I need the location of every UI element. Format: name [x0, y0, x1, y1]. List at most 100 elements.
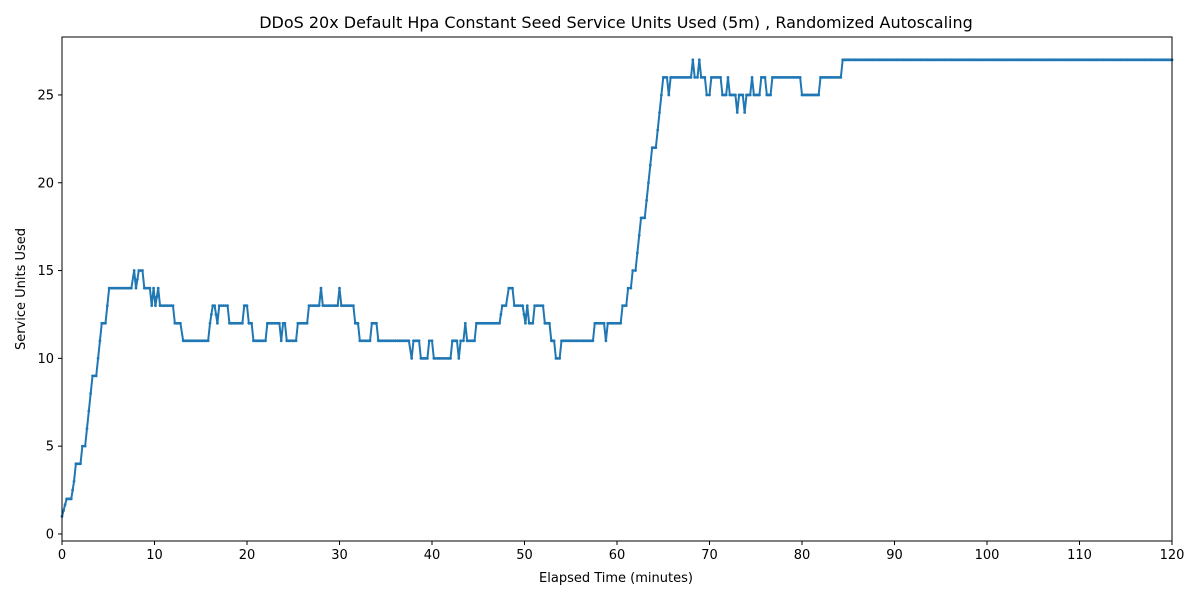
data-point — [798, 75, 802, 79]
data-point — [368, 339, 372, 343]
data-point — [132, 269, 136, 272]
data-point — [351, 304, 355, 308]
data-point — [517, 304, 520, 308]
data-point — [473, 339, 476, 343]
data-point — [498, 321, 501, 325]
data-point — [87, 409, 91, 413]
data-point — [645, 198, 648, 202]
plot-area: 0 10 20 30 40 50 60 70 80 90 100 110 120 0 5 10 15 20 25 — [37, 36, 1185, 563]
data-point — [375, 321, 378, 325]
data-point — [222, 304, 225, 308]
data-point — [410, 356, 414, 360]
data-point — [531, 321, 535, 325]
data-point — [519, 304, 522, 308]
data-point — [72, 479, 76, 483]
data-point — [726, 75, 730, 79]
x-tick-label: 100 — [975, 548, 1000, 563]
data-point — [648, 163, 652, 167]
data-point — [724, 93, 728, 97]
x-tick-label: 10 — [146, 548, 163, 563]
data-point — [535, 304, 539, 308]
data-point — [741, 93, 745, 97]
data-point — [364, 339, 368, 343]
plot-frame — [61, 36, 1173, 542]
data-point — [693, 75, 697, 79]
data-point — [703, 75, 707, 79]
x-tick-label: 30 — [331, 548, 348, 563]
data-point — [697, 58, 701, 62]
data-point — [541, 304, 545, 308]
data-point — [264, 339, 267, 343]
data-point — [504, 304, 508, 308]
data-point — [226, 304, 229, 308]
data-point — [98, 339, 102, 343]
data-point — [224, 304, 227, 308]
data-point — [522, 313, 526, 316]
data-point — [521, 304, 525, 308]
data-point — [155, 295, 159, 299]
data-point — [548, 321, 551, 325]
x-tick-label: 90 — [886, 548, 903, 563]
data-point — [104, 321, 107, 325]
x-tick-label: 110 — [1067, 548, 1092, 563]
y-tick-label: 15 — [37, 264, 54, 279]
data-point — [89, 392, 93, 395]
y-tick-label: 10 — [37, 352, 54, 367]
data-point — [734, 93, 737, 97]
data-point — [427, 339, 431, 343]
data-point — [356, 321, 360, 325]
data-point — [216, 321, 219, 325]
x-tick-label: 120 — [1160, 548, 1185, 563]
data-point — [425, 356, 429, 360]
data-point — [283, 321, 287, 325]
data-point — [499, 313, 503, 316]
data-point — [245, 304, 249, 308]
data-point — [150, 304, 154, 308]
data-point — [208, 321, 212, 325]
data-point — [105, 304, 109, 308]
data-point — [658, 111, 661, 114]
data-point — [769, 93, 772, 97]
data-point — [85, 427, 89, 431]
data-point — [83, 444, 87, 448]
data-point — [637, 234, 641, 237]
data-point — [407, 339, 411, 343]
data-point — [156, 286, 160, 290]
data-point — [360, 339, 364, 343]
data-point — [209, 313, 213, 316]
data-point — [629, 286, 633, 290]
x-tick-label: 50 — [516, 548, 533, 563]
data-point — [591, 339, 595, 343]
data-point — [665, 75, 669, 79]
data-point — [763, 75, 767, 79]
data-point — [63, 503, 67, 507]
data-point — [558, 356, 562, 360]
x-tick-label: 80 — [794, 548, 811, 563]
data-point — [319, 286, 323, 290]
x-tick-label: 60 — [609, 548, 626, 563]
data-point — [643, 216, 647, 220]
data-point — [250, 321, 254, 325]
data-point — [647, 181, 650, 185]
data-point — [626, 286, 630, 290]
data-point — [94, 374, 98, 378]
data-point — [619, 321, 623, 325]
data-point — [743, 111, 747, 114]
data-point — [631, 269, 635, 272]
data-point — [691, 58, 695, 62]
data-point — [240, 321, 244, 325]
data-point — [667, 93, 671, 97]
data-point — [449, 356, 452, 360]
data-point — [277, 321, 281, 325]
data-point — [656, 128, 660, 132]
data-point — [635, 251, 639, 255]
data-point — [141, 269, 144, 272]
data-point — [719, 75, 722, 79]
data-point — [537, 304, 541, 308]
data-point — [79, 462, 82, 466]
data-point — [279, 339, 283, 343]
data-point — [624, 304, 628, 308]
y-axis-label: Service Units Used — [14, 228, 29, 350]
y-tick-label: 5 — [46, 440, 54, 455]
